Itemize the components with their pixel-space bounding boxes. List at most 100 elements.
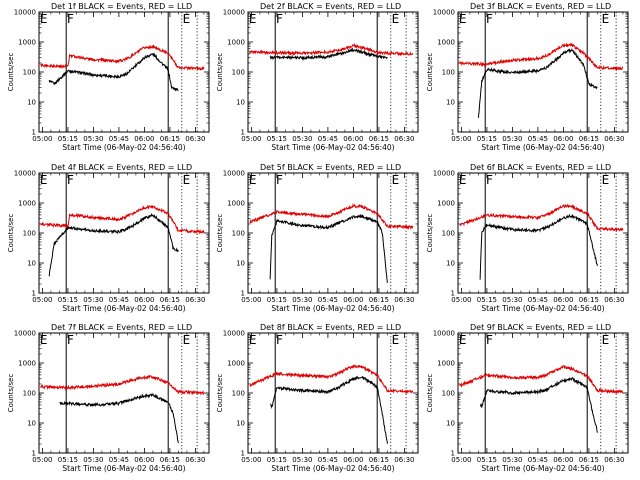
x-tick-label: 06:30 — [394, 296, 414, 304]
flag-letter: E — [602, 12, 610, 26]
y-tick-label: 1 — [241, 450, 245, 458]
y-tick-label: 1000 — [227, 360, 245, 368]
x-tick-label: 06:00 — [343, 296, 363, 304]
plot-panel-2: Det 2f BLACK = Events, RED = LLD 1 10 100 10… — [216, 2, 419, 152]
plot-frame — [247, 332, 419, 454]
plot-panel-1: Det 1f BLACK = Events, RED = LLD 1 10 100 10… — [7, 2, 210, 152]
lld-series-line — [459, 42, 624, 72]
y-tick-label: 1 — [241, 129, 245, 137]
y-tick-label: 1 — [32, 129, 36, 137]
y-tick-label: 1 — [451, 129, 455, 137]
flag-letter: E — [40, 12, 48, 26]
x-tick-label: 05:15 — [267, 456, 287, 464]
flag-letter: E — [392, 12, 400, 26]
y-tick-label: 100 — [23, 390, 36, 398]
y-tick-label: 10 — [27, 420, 36, 428]
y-tick-label: 1000 — [227, 39, 245, 47]
flag-letter: F — [486, 173, 493, 187]
x-tick-label: 05:45 — [528, 135, 548, 143]
flag-letter: F — [486, 12, 493, 26]
plot-frame — [247, 172, 419, 294]
events-series-line — [479, 376, 598, 433]
flag-letter: F — [67, 333, 74, 347]
flag-letter: E — [183, 173, 191, 187]
y-axis-label: Counts/sec — [216, 53, 224, 92]
y-tick-label: 10000 — [14, 170, 36, 178]
x-tick-label: 05:15 — [58, 135, 78, 143]
x-tick-label: 05:30 — [83, 135, 103, 143]
plot-frame — [457, 332, 629, 454]
plot-frame — [38, 172, 210, 294]
y-axis-label: Counts/sec — [7, 53, 15, 92]
x-tick-label: 06:15 — [160, 456, 180, 464]
y-tick-label: 10000 — [223, 170, 245, 178]
x-tick-label: 05:30 — [502, 135, 522, 143]
y-tick-label: 1000 — [437, 39, 455, 47]
x-tick-label: 05:45 — [318, 296, 338, 304]
flag-letter: F — [67, 12, 74, 26]
x-tick-label: 06:00 — [343, 456, 363, 464]
y-tick-label: 10000 — [433, 170, 455, 178]
y-tick-label: 1 — [32, 450, 36, 458]
y-tick-label: 1000 — [227, 200, 245, 208]
y-tick-label: 10 — [446, 420, 455, 428]
x-tick-label: 05:30 — [83, 456, 103, 464]
x-tick-label: 06:15 — [579, 456, 599, 464]
x-axis-label: Start Time (06-May-02 04:56:40) — [271, 143, 394, 152]
plot-frame — [38, 11, 210, 133]
x-axis-label: Start Time (06-May-02 04:56:40) — [62, 304, 185, 313]
x-tick-label: 06:15 — [369, 296, 389, 304]
y-tick-label: 10000 — [223, 9, 245, 17]
y-tick-label: 10 — [27, 260, 36, 268]
x-tick-label: 05:00 — [241, 296, 261, 304]
x-tick-label: 06:00 — [343, 135, 363, 143]
x-tick-label: 05:45 — [109, 296, 129, 304]
y-tick-label: 1000 — [18, 39, 36, 47]
x-tick-label: 06:15 — [369, 135, 389, 143]
panel-title: Det 4f BLACK = Events, RED = LLD — [51, 163, 192, 172]
y-tick-label: 1000 — [18, 360, 36, 368]
y-tick-label: 100 — [232, 390, 245, 398]
flag-letter: F — [67, 173, 74, 187]
x-tick-label: 06:15 — [579, 135, 599, 143]
lld-series-line — [249, 364, 414, 395]
x-tick-label: 05:45 — [528, 296, 548, 304]
panel-title: Det 9f BLACK = Events, RED = LLD — [470, 323, 611, 332]
flag-letter: E — [459, 173, 467, 187]
y-tick-label: 10 — [236, 420, 245, 428]
x-tick-label: 05:00 — [241, 135, 261, 143]
y-tick-label: 100 — [442, 390, 455, 398]
y-tick-label: 1000 — [437, 200, 455, 208]
y-tick-label: 100 — [23, 230, 36, 238]
plot-frame — [38, 332, 210, 454]
x-tick-label: 05:45 — [318, 456, 338, 464]
x-tick-label: 05:15 — [477, 296, 497, 304]
y-axis-label: Counts/sec — [216, 374, 224, 413]
x-tick-label: 06:15 — [160, 296, 180, 304]
x-tick-label: 05:15 — [58, 296, 78, 304]
y-tick-label: 10 — [27, 99, 36, 107]
x-tick-label: 06:30 — [185, 135, 205, 143]
x-tick-label: 06:30 — [604, 296, 624, 304]
flag-letter: F — [486, 333, 493, 347]
x-tick-label: 06:15 — [160, 135, 180, 143]
x-tick-label: 05:45 — [318, 135, 338, 143]
panel-title: Det 6f BLACK = Events, RED = LLD — [470, 163, 611, 172]
events-series-line — [479, 213, 598, 280]
events-series-line — [477, 47, 598, 118]
plot-panel-8: Det 8f BLACK = Events, RED = LLD 1 10 100 10… — [216, 323, 419, 473]
y-tick-label: 10000 — [14, 330, 36, 338]
x-tick-label: 06:00 — [134, 456, 154, 464]
y-tick-label: 1000 — [18, 200, 36, 208]
x-tick-label: 05:30 — [292, 135, 312, 143]
x-tick-label: 06:30 — [185, 456, 205, 464]
y-axis-label: Counts/sec — [7, 214, 15, 253]
x-tick-label: 06:15 — [369, 456, 389, 464]
x-tick-label: 05:15 — [267, 296, 287, 304]
y-tick-label: 10 — [446, 260, 455, 268]
x-tick-label: 06:30 — [604, 135, 624, 143]
panel-title: Det 5f BLACK = Events, RED = LLD — [260, 163, 401, 172]
x-tick-label: 05:30 — [292, 296, 312, 304]
panel-title: Det 7f BLACK = Events, RED = LLD — [51, 323, 192, 332]
